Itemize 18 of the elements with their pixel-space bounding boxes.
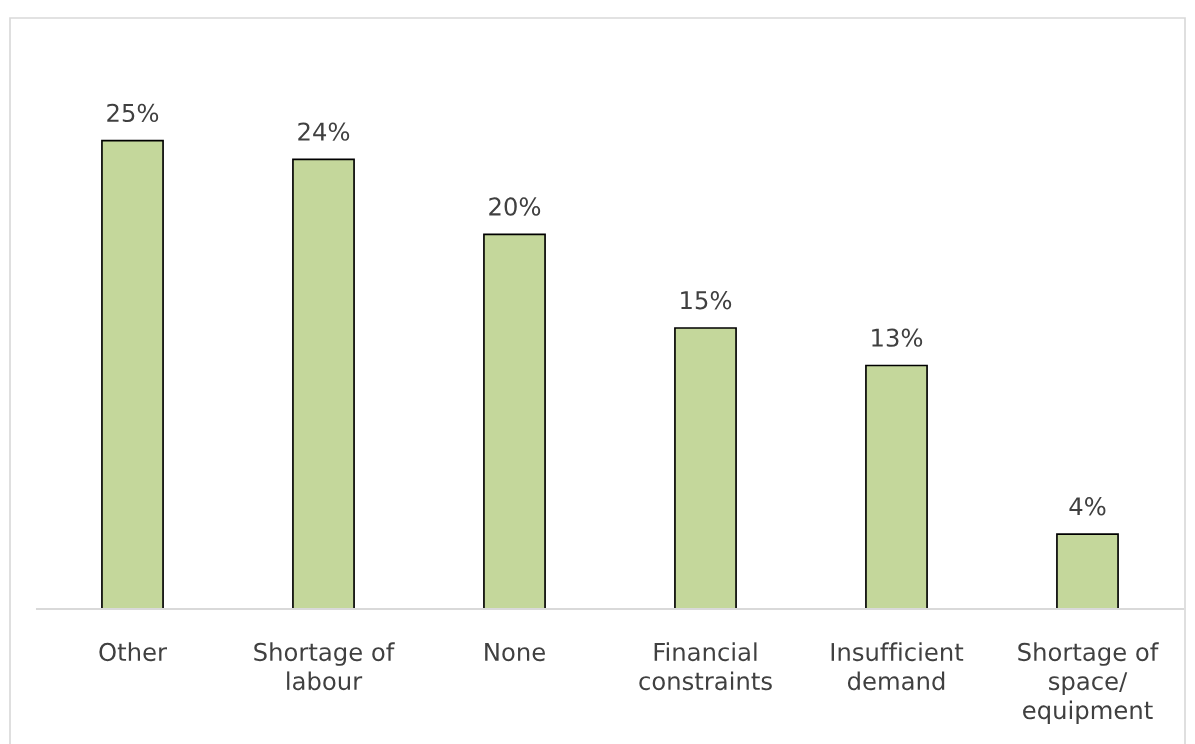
bar (1056, 533, 1119, 609)
bar (865, 364, 928, 609)
bar (674, 327, 737, 609)
x-tick-label: Shortage of labour (254, 642, 395, 691)
bar (101, 139, 164, 609)
bar (483, 233, 546, 609)
x-tick-label: Insufficient demand (831, 642, 964, 691)
bar (292, 158, 355, 609)
x-tick-label: None (485, 643, 545, 662)
data-label: 4% (1069, 497, 1106, 516)
data-label: 20% (489, 197, 541, 216)
x-tick-label: Other (99, 642, 167, 662)
data-label: 15% (681, 291, 732, 310)
data-label: 13% (872, 328, 923, 347)
x-tick-label: Financial constraints (639, 642, 772, 691)
x-tick-label: Shortage of space/ equipment (1018, 642, 1159, 724)
data-label: 24% (298, 122, 350, 141)
data-label: 25% (107, 103, 159, 123)
